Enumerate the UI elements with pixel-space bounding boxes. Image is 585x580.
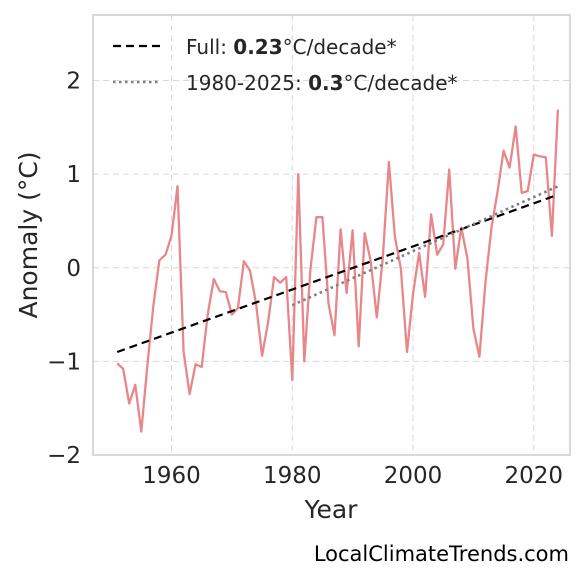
legend-label-1980-value: 0.3 xyxy=(308,71,343,95)
plot-frame xyxy=(92,14,571,456)
legend: Full: 0.23°C/decade* 1980-2025: 0.3°C/de… xyxy=(113,35,458,95)
y-tick-label: 1 xyxy=(66,162,81,188)
tick-labels: 1960 1980 2000 2020 −2 −1 0 1 2 xyxy=(47,69,563,489)
y-tick-label: −1 xyxy=(47,349,81,375)
legend-label-1980: 1980-2025: 0.3°C/decade* xyxy=(186,71,458,95)
x-tick-label: 1980 xyxy=(263,463,322,489)
x-tick-label: 2020 xyxy=(504,463,563,489)
series-line-anomaly xyxy=(116,109,560,433)
legend-label-full-prefix: Full: xyxy=(186,35,233,59)
y-axis-title: Anomaly (°C) xyxy=(14,151,43,318)
legend-label-full-suffix: °C/decade* xyxy=(283,35,397,59)
series-line-trend-1980 xyxy=(291,185,559,307)
x-axis-title: Year xyxy=(304,495,359,524)
watermark: LocalClimateTrends.com xyxy=(313,542,569,566)
y-tick-label: −2 xyxy=(47,443,81,469)
legend-label-1980-prefix: 1980-2025: xyxy=(186,71,308,95)
legend-label-full-value: 0.23 xyxy=(233,35,282,59)
y-tick-label: 2 xyxy=(66,69,81,95)
legend-label-full: Full: 0.23°C/decade* xyxy=(186,35,397,59)
legend-label-1980-suffix: °C/decade* xyxy=(344,71,458,95)
series-layer xyxy=(116,109,560,433)
y-tick-label: 0 xyxy=(66,256,81,282)
x-tick-label: 2000 xyxy=(384,463,443,489)
x-tick-label: 1960 xyxy=(142,463,201,489)
